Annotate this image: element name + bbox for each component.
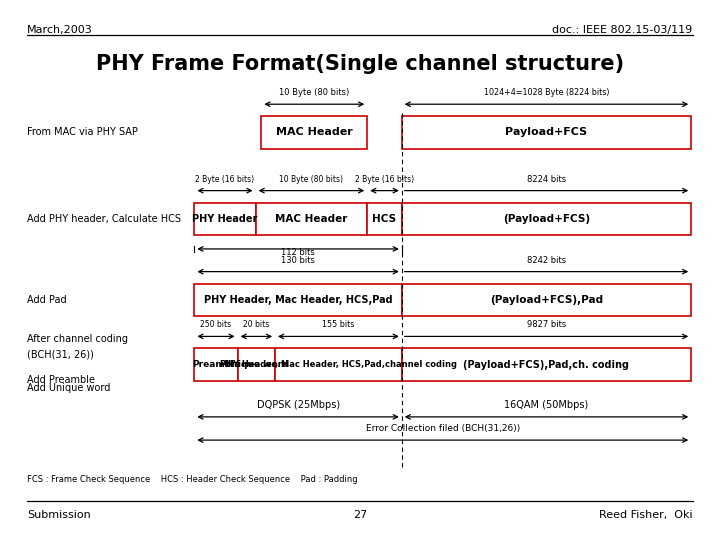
Text: 10 Byte (80 bits): 10 Byte (80 bits) xyxy=(279,174,343,184)
Bar xyxy=(194,284,402,316)
Text: (Payload+FCS): (Payload+FCS) xyxy=(503,214,590,224)
Bar xyxy=(256,202,367,235)
Text: 1024+4=1028 Byte (8224 bits): 1024+4=1028 Byte (8224 bits) xyxy=(484,88,609,97)
Text: 20 bits: 20 bits xyxy=(243,320,269,329)
Text: Reed Fisher,  Oki: Reed Fisher, Oki xyxy=(599,510,693,521)
Text: MAC Header: MAC Header xyxy=(275,214,348,224)
Text: (BCH(31, 26)): (BCH(31, 26)) xyxy=(27,349,94,360)
Text: 8242 bits: 8242 bits xyxy=(527,255,566,265)
Text: March,2003: March,2003 xyxy=(27,25,93,36)
Text: HCS: HCS xyxy=(372,214,397,224)
Text: After channel coding: After channel coding xyxy=(27,334,128,344)
Text: Add Pad: Add Pad xyxy=(27,295,67,305)
Text: From MAC via PHY SAP: From MAC via PHY SAP xyxy=(27,127,138,137)
Text: Unique word: Unique word xyxy=(224,360,289,369)
Text: FCS : Frame Check Sequence    HCS : Header Check Sequence    Pad : Padding: FCS : Frame Check Sequence HCS : Header … xyxy=(27,475,358,484)
Text: 9827 bits: 9827 bits xyxy=(527,320,566,329)
Text: DQPSK (25Mbps): DQPSK (25Mbps) xyxy=(256,400,340,410)
Text: Add Unique word: Add Unique word xyxy=(27,383,111,393)
Bar xyxy=(402,284,691,316)
Bar xyxy=(402,348,691,381)
Text: (Payload+FCS),Pad,ch. coding: (Payload+FCS),Pad,ch. coding xyxy=(464,360,629,369)
Bar xyxy=(194,348,238,381)
Text: PHY Header, Mac Header, HCS,Pad,channel coding: PHY Header, Mac Header, HCS,Pad,channel … xyxy=(220,360,457,369)
Bar xyxy=(261,116,367,148)
Text: (Payload+FCS),Pad: (Payload+FCS),Pad xyxy=(490,295,603,305)
Text: Preamble: Preamble xyxy=(192,360,240,369)
Text: doc.: IEEE 802.15-03/119: doc.: IEEE 802.15-03/119 xyxy=(552,25,693,36)
Text: Error Collection filed (BCH(31,26)): Error Collection filed (BCH(31,26)) xyxy=(366,424,520,433)
Text: PHY Header: PHY Header xyxy=(192,214,258,224)
Text: 130 bits: 130 bits xyxy=(281,255,315,265)
Text: Add PHY header, Calculate HCS: Add PHY header, Calculate HCS xyxy=(27,214,181,224)
Text: 2 Byte (16 bits): 2 Byte (16 bits) xyxy=(355,174,414,184)
Text: 16QAM (50Mbps): 16QAM (50Mbps) xyxy=(504,400,589,410)
Text: Payload+FCS: Payload+FCS xyxy=(505,127,588,137)
Bar xyxy=(367,202,402,235)
Text: MAC Header: MAC Header xyxy=(276,127,353,137)
Text: 10 Byte (80 bits): 10 Byte (80 bits) xyxy=(279,88,349,97)
Text: PHY Header, Mac Header, HCS,Pad: PHY Header, Mac Header, HCS,Pad xyxy=(204,295,392,305)
Bar xyxy=(402,116,691,148)
Text: Submission: Submission xyxy=(27,510,91,521)
Bar xyxy=(194,202,256,235)
Text: PHY Frame Format(Single channel structure): PHY Frame Format(Single channel structur… xyxy=(96,54,624,74)
Text: 112 bits: 112 bits xyxy=(282,247,315,256)
Text: Add Preamble: Add Preamble xyxy=(27,375,95,386)
Text: 27: 27 xyxy=(353,510,367,521)
Text: 250 bits: 250 bits xyxy=(200,320,232,329)
Bar xyxy=(275,348,402,381)
Text: 8224 bits: 8224 bits xyxy=(527,174,566,184)
Text: 2 Byte (16 bits): 2 Byte (16 bits) xyxy=(195,174,255,184)
Text: 155 bits: 155 bits xyxy=(323,320,354,329)
Bar xyxy=(238,348,275,381)
Bar xyxy=(402,202,691,235)
